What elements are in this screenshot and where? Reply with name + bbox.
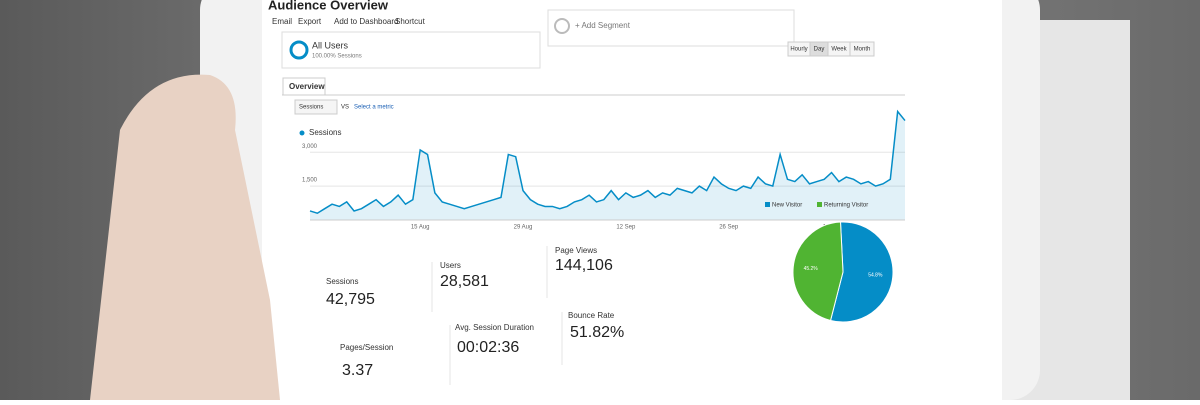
add-segment[interactable]: + Add Segment (575, 21, 631, 30)
toolbar-item[interactable]: Export (298, 17, 322, 26)
y-tick-label: 1,500 (302, 178, 318, 184)
legend-swatch (299, 130, 305, 136)
metric-label: Avg. Session Duration (455, 323, 534, 332)
area-fill (310, 111, 905, 220)
metric-value: 51.82% (570, 324, 624, 341)
button-label: Week (831, 47, 847, 53)
slice-label: 45.2% (804, 266, 819, 272)
toolbar-item[interactable]: Email (272, 17, 292, 26)
segment-box[interactable] (547, 9, 795, 47)
button-label: Day (814, 47, 825, 53)
pie-slice (792, 221, 844, 322)
metric-value: 28,581 (440, 273, 489, 290)
pie-slice (829, 221, 894, 323)
metric-label: Page Views (555, 246, 597, 255)
legend-label: Sessions (309, 128, 341, 137)
button[interactable] (849, 41, 875, 57)
metric-label: Bounce Rate (568, 311, 615, 320)
legend-label: Returning Visitor (824, 203, 868, 209)
select-metric[interactable]: Select a metric (354, 105, 394, 111)
x-tick-label: 15 Aug (411, 225, 430, 231)
x-tick-label: 26 Sep (719, 225, 739, 231)
segment-name: All Users (312, 40, 349, 50)
dashboard (262, 0, 1002, 400)
toolbar-item[interactable]: Add to Dashboard (334, 17, 399, 26)
toolbar-item[interactable]: Shortcut (395, 17, 426, 26)
metric-value: 3.37 (342, 362, 373, 379)
slice-label: 54.8% (868, 273, 883, 279)
vs-label: VS (341, 105, 349, 111)
metric-value: 42,795 (326, 291, 375, 308)
x-tick-label: 29 Aug (514, 225, 533, 231)
metric-dropdown[interactable] (294, 99, 338, 115)
segment-box[interactable] (281, 31, 541, 69)
y-tick-label: 3,000 (302, 144, 318, 150)
metric-value: 144,106 (555, 257, 613, 274)
legend-swatch (817, 202, 822, 207)
metric-tiles: Sessions 42,795 Users 28,581 Page Views … (326, 246, 624, 385)
granularity-buttons: Hourly Day Week Month (787, 41, 875, 57)
metric-value: 00:02:36 (457, 339, 519, 356)
line (309, 109, 906, 215)
tab[interactable] (282, 77, 326, 96)
button-label: Hourly (790, 47, 807, 53)
metric-label: Users (440, 261, 461, 270)
segment-icon (289, 40, 309, 60)
page-title: Audience Overview (268, 0, 389, 12)
tab-label: Overview (289, 82, 325, 91)
button-label: Month (854, 47, 871, 53)
segment-icon (554, 18, 570, 34)
segment-detail: 100.00% Sessions (312, 54, 362, 60)
hand (90, 74, 280, 400)
metric-name: Sessions (299, 105, 323, 111)
legend-label: New Visitor (772, 203, 802, 209)
x-tick-label: 12 Sep (616, 225, 636, 231)
metric-label: Sessions (326, 277, 358, 286)
metric-label: Pages/Session (340, 343, 393, 352)
legend-swatch (765, 202, 770, 207)
